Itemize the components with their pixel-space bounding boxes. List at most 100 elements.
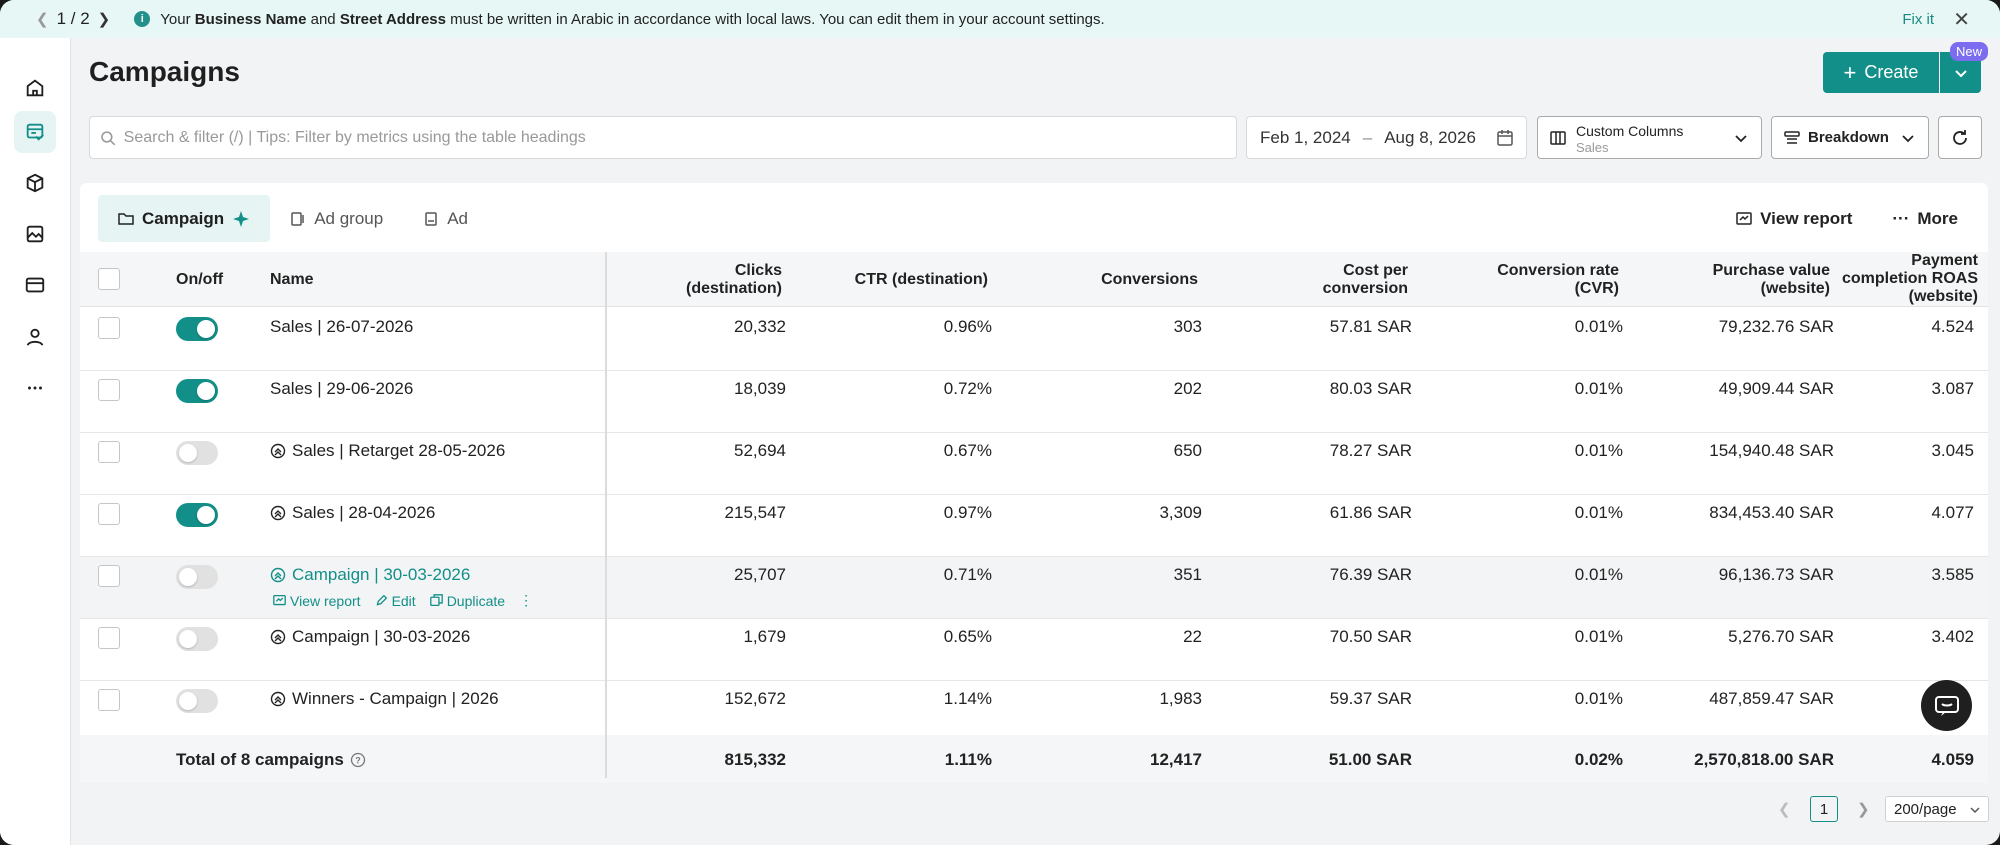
custom-columns-select[interactable]: Custom Columns Sales [1537,116,1762,159]
cell-conversion-rate: 0.01% [1574,689,1623,708]
total-conversions: 12,417 [1150,750,1202,769]
table-toolbar: View report ··· More [1736,195,1958,242]
status-toggle[interactable] [176,441,218,465]
cell-cost-per-conversion: 59.37 SAR [1329,689,1412,708]
row-checkbox[interactable] [98,627,120,649]
status-toggle[interactable] [176,565,218,589]
cell-conversions: 202 [1173,379,1202,398]
per-page-select[interactable]: 200/page [1885,796,1989,822]
col-payment-roas[interactable]: Payment completion ROAS (website) [1841,252,1978,305]
status-toggle[interactable] [176,317,218,341]
col-purchase-value[interactable]: Purchase value (website) [1712,262,1830,297]
row-duplicate-link[interactable]: Duplicate [429,593,505,609]
cell-ctr: 0.67% [943,441,992,460]
table-row[interactable]: Sales | Retarget 28-05-2026 52,694 0.67% 65… [80,433,1988,495]
cell-purchase-value: 49,909.44 SAR [1718,379,1834,398]
cell-ctr: 0.72% [943,379,992,398]
next-page-icon[interactable]: ❯ [1857,801,1870,818]
prev-notice-icon[interactable]: ❮ [36,11,49,28]
cell-ctr: 0.96% [943,317,992,336]
row-more-icon[interactable]: ⋮ [519,592,534,608]
col-clicks[interactable]: Clicks (destination) [686,262,782,297]
status-toggle[interactable] [176,689,218,713]
cell-purchase-value: 834,453.40 SAR [1709,503,1834,522]
close-icon[interactable]: ✕ [1953,8,1970,31]
campaign-name[interactable]: Campaign | 30-03-2026 [270,627,470,647]
notice-pager: ❮ 1 / 2 ❯ [36,9,110,29]
select-all-checkbox[interactable] [98,268,120,290]
campaign-table-card: Campaign Ad group Ad View report ··· Mor… [80,183,1988,783]
next-notice-icon[interactable]: ❯ [97,11,111,28]
cell-purchase-value: 96,136.73 SAR [1718,565,1834,584]
campaign-name[interactable]: Sales | 29-06-2026 [270,379,414,398]
search-input[interactable] [123,128,1236,147]
col-conversion-rate[interactable]: Conversion rate (CVR) [1497,262,1619,297]
tab-ad-group[interactable]: Ad group [270,195,403,242]
row-checkbox[interactable] [98,503,120,525]
page-number-current[interactable]: 1 [1810,796,1838,822]
table-row[interactable]: Sales | 29-06-2026 18,039 0.72% 202 80.03 SA… [80,371,1988,433]
chat-support-button[interactable] [1921,680,1972,731]
campaign-name[interactable]: Sales | 26-07-2026 [270,317,414,336]
campaign-name[interactable]: Sales | 28-04-2026 [270,503,435,523]
cell-ctr: 0.71% [943,565,992,584]
col-cost-per-conversion[interactable]: Cost per conversion [1322,262,1408,297]
view-report-button[interactable]: View report [1736,209,1852,229]
columns-icon [1550,131,1566,145]
prev-page-icon[interactable]: ❮ [1778,801,1791,818]
home-icon[interactable] [14,67,56,109]
tab-campaign[interactable]: Campaign [98,195,271,242]
campaign-name[interactable]: Winners - Campaign | 2026 [270,689,499,709]
fix-it-link[interactable]: Fix it [1902,10,1934,28]
col-ctr[interactable]: CTR (destination) [854,271,988,288]
campaign-name[interactable]: Campaign | 30-03-2026 [270,565,470,585]
wallet-icon[interactable] [14,264,56,306]
date-range-picker[interactable]: Feb 1, 2024 – Aug 8, 2026 [1246,116,1527,159]
campaign-name[interactable]: Sales | Retarget 28-05-2026 [270,441,505,461]
cell-purchase-value: 487,859.47 SAR [1709,689,1834,708]
cell-purchase-value: 154,940.48 SAR [1709,441,1834,460]
total-label: Total of 8 campaigns ? [176,750,366,770]
row-edit-link[interactable]: Edit [375,593,416,609]
total-cost-per-conversion: 51.00 SAR [1328,750,1412,769]
cell-conversion-rate: 0.01% [1574,379,1623,398]
row-checkbox[interactable] [98,379,120,401]
tab-ad[interactable]: Ad [403,195,488,242]
col-onoff[interactable]: On/off [176,271,224,288]
col-conversions[interactable]: Conversions [1101,271,1198,288]
row-checkbox[interactable] [98,565,120,587]
table-row[interactable]: Sales | 28-04-2026 215,547 0.97% 3,309 61.86… [80,495,1988,557]
create-button[interactable]: + Create [1823,52,1939,93]
row-checkbox[interactable] [98,689,120,711]
status-toggle[interactable] [176,379,218,403]
table-row[interactable]: Winners - Campaign | 2026 152,672 1.14% 1,9… [80,681,1988,743]
search-field[interactable] [89,116,1237,159]
refresh-button[interactable] [1938,116,1982,159]
page-title: Campaigns [89,56,240,87]
help-icon[interactable]: ? [350,752,366,768]
status-toggle[interactable] [176,503,218,527]
table-row[interactable]: Sales | 26-07-2026 20,332 0.96% 303 57.81 SA… [80,309,1988,371]
cell-clicks: 25,707 [734,565,786,584]
row-checkbox[interactable] [98,317,120,339]
table-row[interactable]: Campaign | 30-03-2026 25,707 0.71% 351 76.39… [80,557,1988,619]
breakdown-select[interactable]: Breakdown [1771,116,1929,159]
creative-icon[interactable] [14,213,56,255]
cell-clicks: 52,694 [734,441,786,460]
row-checkbox[interactable] [98,441,120,463]
catalog-icon[interactable] [14,162,56,204]
col-name[interactable]: Name [270,271,314,288]
notice-pager-text: 1 / 2 [56,9,90,28]
account-icon[interactable] [14,316,56,358]
chevron-down-icon [1902,135,1914,143]
folder-icon [118,212,134,225]
status-toggle[interactable] [176,627,218,651]
cell-clicks: 215,547 [724,503,786,522]
campaigns-icon[interactable] [14,111,56,153]
table-row[interactable]: Campaign | 30-03-2026 1,679 0.65% 22 70.50 S… [80,619,1988,681]
ellipsis-icon: ··· [1892,208,1910,228]
more-button[interactable]: ··· More [1892,208,1958,228]
row-view-report-link[interactable]: View report [273,593,361,609]
more-icon[interactable] [14,367,56,409]
